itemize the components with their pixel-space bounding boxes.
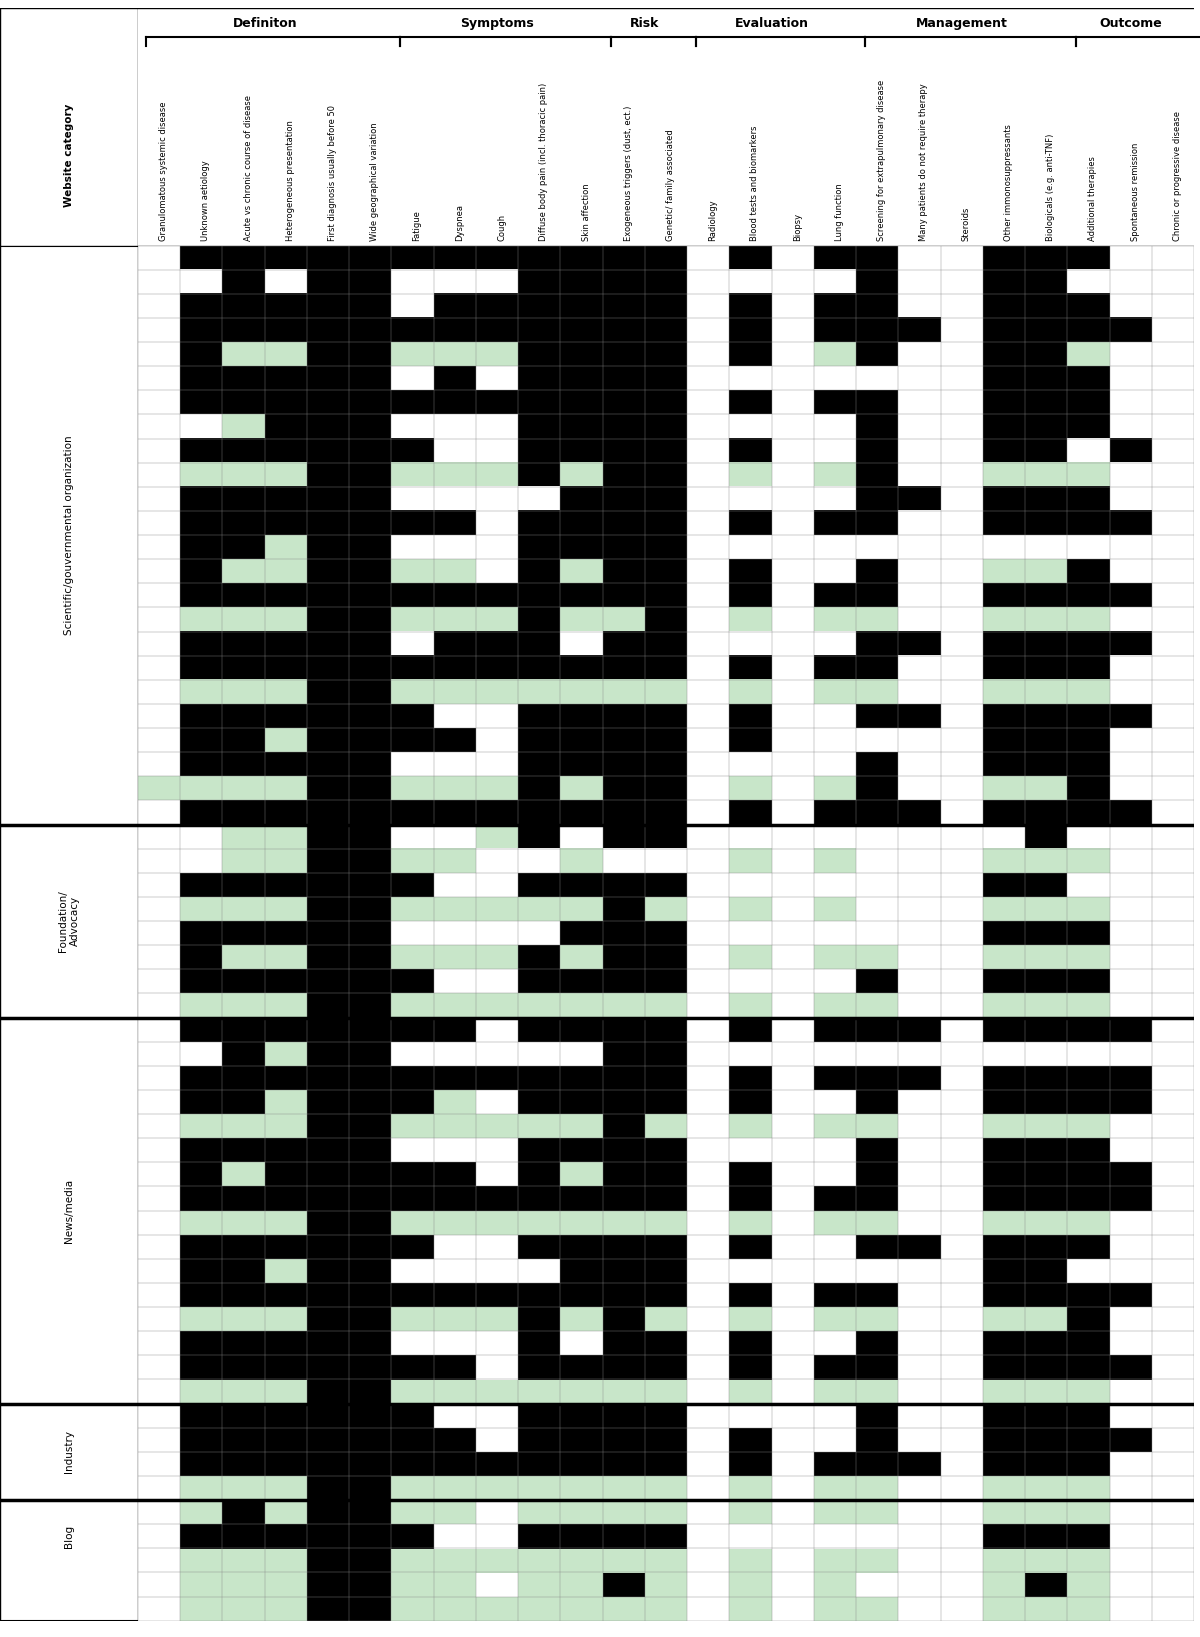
Text: Skin affection: Skin affection — [582, 183, 590, 241]
Text: Blog: Blog — [64, 1524, 74, 1547]
Text: Risk: Risk — [630, 16, 660, 29]
Text: Genetic/ family associated: Genetic/ family associated — [666, 129, 674, 241]
Text: Radiology: Radiology — [708, 200, 718, 241]
Text: Cough: Cough — [497, 214, 506, 241]
Text: Acute vs chronic course of disease: Acute vs chronic course of disease — [244, 95, 253, 241]
Text: Unknown aetiology: Unknown aetiology — [202, 160, 210, 241]
Text: Heterogeneous presentation: Heterogeneous presentation — [286, 120, 295, 241]
Text: First diagnosis usually before 50: First diagnosis usually before 50 — [328, 105, 337, 241]
Text: Biopsy: Biopsy — [793, 213, 802, 241]
Text: Website category: Website category — [64, 103, 74, 206]
Text: Diffuse body pain (incl. thoracic pain): Diffuse body pain (incl. thoracic pain) — [539, 82, 548, 241]
Text: Lung function: Lung function — [835, 183, 844, 241]
Text: Definiton: Definiton — [233, 16, 298, 29]
Text: Wide geographical variation: Wide geographical variation — [371, 123, 379, 241]
Text: Other immonosuppressants: Other immonosuppressants — [1004, 124, 1013, 241]
Text: Granulomatous systemic disease: Granulomatous systemic disease — [160, 101, 168, 241]
Text: Biologicals (e.g. anti-TNF): Biologicals (e.g. anti-TNF) — [1046, 134, 1055, 241]
Text: News/media: News/media — [64, 1179, 74, 1242]
Text: Exogeneous triggers (dust, ect.): Exogeneous triggers (dust, ect.) — [624, 105, 632, 241]
Text: Symptoms: Symptoms — [460, 16, 534, 29]
Text: Dyspnea: Dyspnea — [455, 203, 463, 241]
Text: Fatigue: Fatigue — [413, 210, 421, 241]
Text: Outcome: Outcome — [1099, 16, 1162, 29]
Text: Management: Management — [916, 16, 1008, 29]
Text: Foundation/
Advocacy: Foundation/ Advocacy — [58, 891, 79, 951]
Text: Spontaneous remission: Spontaneous remission — [1130, 142, 1140, 241]
Text: Blood tests and biomarkers: Blood tests and biomarkers — [750, 126, 760, 241]
Text: Many patients do not require therapy: Many patients do not require therapy — [919, 83, 929, 241]
Text: Evaluation: Evaluation — [734, 16, 809, 29]
Text: Scientific/gouvernmental organization: Scientific/gouvernmental organization — [64, 435, 74, 635]
Text: Industry: Industry — [64, 1431, 74, 1473]
Text: Screening for extrapulmonary disease: Screening for extrapulmonary disease — [877, 80, 886, 241]
Text: Steroids: Steroids — [961, 206, 971, 241]
Text: Additional therapies: Additional therapies — [1088, 156, 1098, 241]
Text: Chronic or progressive disease: Chronic or progressive disease — [1172, 111, 1182, 241]
